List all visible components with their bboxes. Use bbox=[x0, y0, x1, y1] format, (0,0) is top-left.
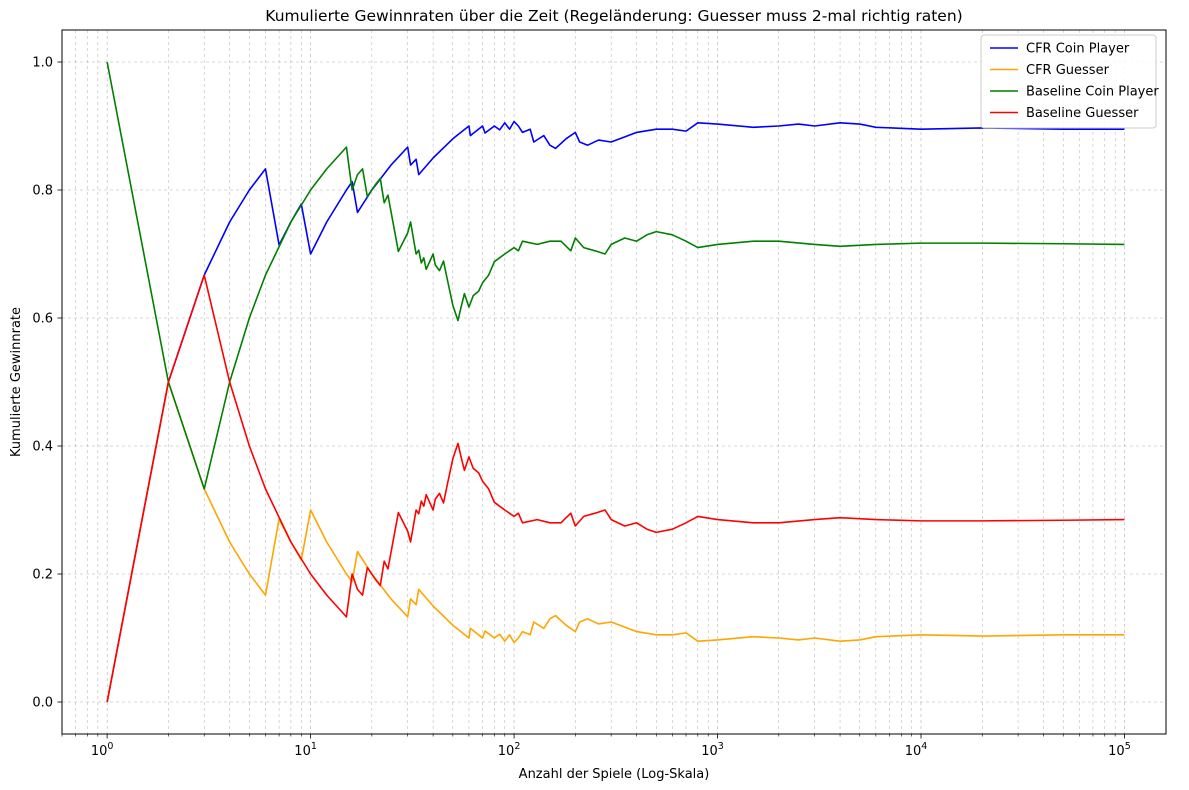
x-tick-label: 101 bbox=[294, 741, 317, 759]
x-tick-label: 104 bbox=[905, 741, 928, 759]
legend-label-3: Baseline Guesser bbox=[1026, 106, 1139, 121]
plot-area bbox=[62, 30, 1166, 734]
series-line-0 bbox=[106, 120, 1125, 703]
x-tick-label: 103 bbox=[701, 741, 724, 759]
chart-title: Kumulierte Gewinnraten über die Zeit (Re… bbox=[265, 7, 962, 25]
legend-box bbox=[980, 34, 1157, 129]
x-tick-label: 105 bbox=[1108, 741, 1131, 759]
y-tick-label: 0.2 bbox=[32, 568, 53, 583]
x-axis-ticks: 100 101 102 103 104 105 bbox=[61, 734, 1131, 759]
y-axis-ticks: 0.0 0.2 0.4 0.6 0.8 1.0 bbox=[32, 56, 62, 711]
series-line-2 bbox=[106, 61, 1125, 490]
y-tick-label: 0.4 bbox=[32, 440, 53, 455]
y-tick-label: 0.6 bbox=[32, 312, 53, 327]
series-lines bbox=[106, 61, 1125, 703]
plot-frame bbox=[61, 29, 1167, 735]
legend-label-0: CFR Coin Player bbox=[1026, 42, 1130, 57]
x-tick-label: 102 bbox=[498, 741, 521, 759]
y-tick-label: 0.8 bbox=[32, 184, 53, 199]
y-tick-label: 0.0 bbox=[32, 696, 53, 711]
x-axis-label: Anzahl der Spiele (Log-Skala) bbox=[519, 767, 710, 782]
legend: CFR Coin Player CFR Guesser Baseline Coin … bbox=[980, 34, 1159, 129]
x-tick-label: 100 bbox=[91, 741, 114, 759]
series-line-1 bbox=[106, 381, 1125, 703]
series-line-3 bbox=[106, 274, 1125, 703]
legend-label-2: Baseline Coin Player bbox=[1026, 85, 1159, 100]
y-tick-label: 1.0 bbox=[32, 56, 53, 71]
legend-label-1: CFR Guesser bbox=[1026, 63, 1110, 78]
y-axis-label: Kumulierte Gewinnrate bbox=[9, 307, 24, 457]
